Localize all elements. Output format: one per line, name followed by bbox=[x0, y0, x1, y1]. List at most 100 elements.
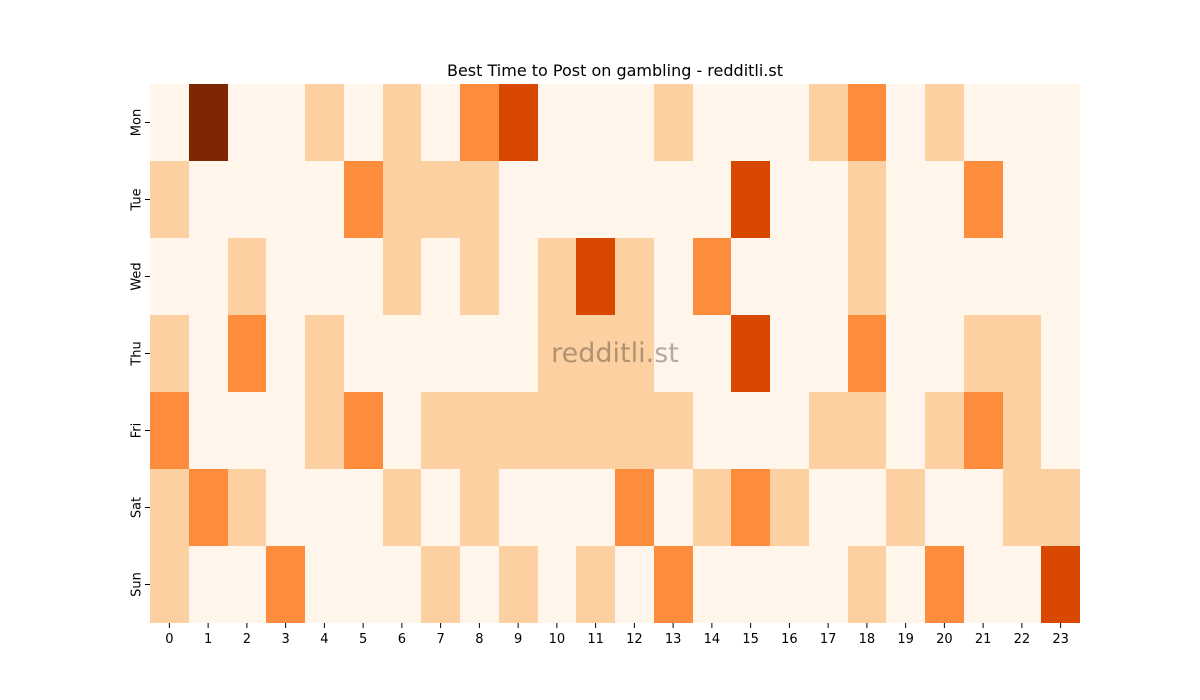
heatmap-cell-sun-2 bbox=[228, 546, 266, 623]
heatmap-cell-thu-6 bbox=[383, 315, 421, 392]
heatmap-cell-tue-15 bbox=[731, 161, 770, 238]
heatmap-cell-mon-6 bbox=[383, 84, 421, 161]
heatmap-cell-tue-22 bbox=[1003, 161, 1041, 238]
heatmap-cell-sun-3 bbox=[266, 546, 305, 623]
heatmap-cell-wed-10 bbox=[538, 238, 576, 315]
heatmap-cell-sat-18 bbox=[848, 469, 886, 546]
heatmap-cell-wed-18 bbox=[848, 238, 886, 315]
heatmap-cell-mon-16 bbox=[770, 84, 809, 161]
heatmap-cell-thu-20 bbox=[925, 315, 964, 392]
heatmap-cell-sun-9 bbox=[499, 546, 538, 623]
y-tick-label: Fri bbox=[130, 423, 145, 439]
heatmap-cell-wed-5 bbox=[344, 238, 383, 315]
heatmap-cell-thu-13 bbox=[654, 315, 693, 392]
heatmap-cell-sat-8 bbox=[460, 469, 499, 546]
x-tick-label: 17 bbox=[820, 632, 837, 647]
heatmap-cell-fri-4 bbox=[305, 392, 344, 469]
heatmap-cell-sat-20 bbox=[925, 469, 964, 546]
heatmap-cell-sat-5 bbox=[344, 469, 383, 546]
heatmap-cell-sat-4 bbox=[305, 469, 344, 546]
heatmap-cell-tue-10 bbox=[538, 161, 576, 238]
heatmap-cell-fri-12 bbox=[615, 392, 654, 469]
heatmap-cell-tue-16 bbox=[770, 161, 809, 238]
heatmap-cell-tue-1 bbox=[189, 161, 228, 238]
heatmap-cell-wed-3 bbox=[266, 238, 305, 315]
x-tick-label: 6 bbox=[398, 632, 406, 647]
heatmap-cell-sat-21 bbox=[964, 469, 1003, 546]
heatmap-cell-tue-20 bbox=[925, 161, 964, 238]
heatmap-cell-sat-0 bbox=[150, 469, 189, 546]
heatmap-cell-sun-17 bbox=[809, 546, 848, 623]
heatmap-cell-fri-16 bbox=[770, 392, 809, 469]
heatmap-cell-sun-11 bbox=[576, 546, 615, 623]
heatmap-cell-wed-23 bbox=[1041, 238, 1080, 315]
heatmap-cell-tue-18 bbox=[848, 161, 886, 238]
heatmap-cell-sun-14 bbox=[693, 546, 731, 623]
heatmap-cell-sun-7 bbox=[421, 546, 460, 623]
heatmap-cell-wed-16 bbox=[770, 238, 809, 315]
x-tick-label: 14 bbox=[704, 632, 721, 647]
heatmap-cell-sun-1 bbox=[189, 546, 228, 623]
heatmap-cell-wed-13 bbox=[654, 238, 693, 315]
heatmap-cell-wed-4 bbox=[305, 238, 344, 315]
heatmap-cell-wed-19 bbox=[886, 238, 925, 315]
heatmap-cell-mon-0 bbox=[150, 84, 189, 161]
heatmap-cell-tue-11 bbox=[576, 161, 615, 238]
heatmap-cell-wed-14 bbox=[693, 238, 731, 315]
heatmap-cell-thu-17 bbox=[809, 315, 848, 392]
heatmap-cell-sat-15 bbox=[731, 469, 770, 546]
heatmap-cell-thu-8 bbox=[460, 315, 499, 392]
heatmap-cell-tue-14 bbox=[693, 161, 731, 238]
x-tick-label: 2 bbox=[243, 632, 251, 647]
heatmap-cell-tue-6 bbox=[383, 161, 421, 238]
heatmap-cell-thu-0 bbox=[150, 315, 189, 392]
heatmap-cell-thu-18 bbox=[848, 315, 886, 392]
heatmap-cell-thu-16 bbox=[770, 315, 809, 392]
heatmap-cell-sat-22 bbox=[1003, 469, 1041, 546]
x-tick-label: 16 bbox=[781, 632, 798, 647]
heatmap-cell-wed-0 bbox=[150, 238, 189, 315]
x-tick-label: 11 bbox=[587, 632, 604, 647]
heatmap-cell-mon-21 bbox=[964, 84, 1003, 161]
heatmap-cell-fri-18 bbox=[848, 392, 886, 469]
heatmap-cell-fri-11 bbox=[576, 392, 615, 469]
y-axis: Mon Tue Wed Thu Fri Sat Sun bbox=[130, 109, 150, 597]
heatmap-cell-thu-3 bbox=[266, 315, 305, 392]
heatmap-cell-mon-9 bbox=[499, 84, 538, 161]
heatmap-cell-fri-8 bbox=[460, 392, 499, 469]
heatmap-cell-sun-13 bbox=[654, 546, 693, 623]
heatmap-cell-sat-23 bbox=[1041, 469, 1080, 546]
heatmap-cell-fri-1 bbox=[189, 392, 228, 469]
heatmap-cell-sat-11 bbox=[576, 469, 615, 546]
heatmap-cell-tue-9 bbox=[499, 161, 538, 238]
x-tick-label: 4 bbox=[320, 632, 328, 647]
heatmap-cell-wed-22 bbox=[1003, 238, 1041, 315]
heatmap-cell-sun-5 bbox=[344, 546, 383, 623]
heatmap-cell-tue-12 bbox=[615, 161, 654, 238]
heatmap-cell-wed-12 bbox=[615, 238, 654, 315]
heatmap-cell-sat-7 bbox=[421, 469, 460, 546]
heatmap-cell-tue-19 bbox=[886, 161, 925, 238]
x-tick-label: 20 bbox=[936, 632, 953, 647]
y-tick-label: Thu bbox=[130, 341, 145, 366]
heatmap-cell-thu-19 bbox=[886, 315, 925, 392]
heatmap-cell-fri-19 bbox=[886, 392, 925, 469]
x-tick-label: 5 bbox=[359, 632, 367, 647]
x-tick-label: 1 bbox=[204, 632, 212, 647]
heatmap-cell-mon-20 bbox=[925, 84, 964, 161]
heatmap-cell-fri-7 bbox=[421, 392, 460, 469]
heatmap-cell-sat-10 bbox=[538, 469, 576, 546]
y-tick-label: Sun bbox=[130, 572, 145, 597]
heatmap-cell-mon-13 bbox=[654, 84, 693, 161]
heatmap-cell-fri-2 bbox=[228, 392, 266, 469]
x-tick-label: 12 bbox=[626, 632, 643, 647]
heatmap-cell-mon-7 bbox=[421, 84, 460, 161]
heatmap-cell-tue-7 bbox=[421, 161, 460, 238]
heatmap-cell-sun-15 bbox=[731, 546, 770, 623]
heatmap-cell-wed-17 bbox=[809, 238, 848, 315]
heatmap-cell-sat-19 bbox=[886, 469, 925, 546]
chart-title: Best Time to Post on gambling - redditli… bbox=[447, 61, 783, 80]
x-tick-label: 19 bbox=[897, 632, 914, 647]
heatmap-cell-thu-10 bbox=[538, 315, 576, 392]
